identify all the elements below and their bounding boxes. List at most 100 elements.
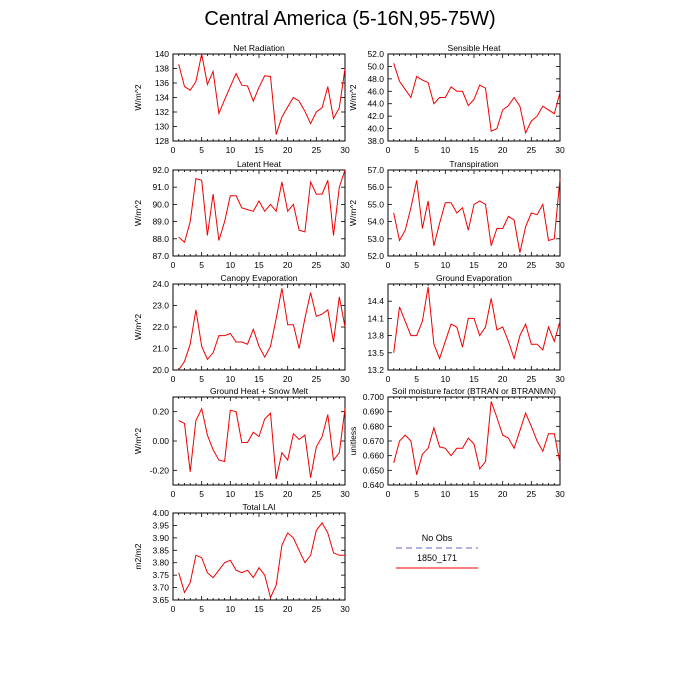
x-tick-label: 5: [199, 374, 204, 384]
x-tick-label: 0: [171, 145, 176, 155]
panel-title: Ground Heat + Snow Melt: [210, 386, 309, 396]
x-tick-label: 5: [199, 489, 204, 499]
x-tick-label: 30: [340, 145, 350, 155]
y-tick-label: 87.0: [152, 251, 169, 261]
y-tick-label: 3.70: [152, 583, 169, 593]
x-tick-label: 5: [414, 145, 419, 155]
series-line: [393, 178, 561, 253]
y-tick-label: 0.660: [363, 451, 385, 461]
panel-7: 0 5 10 15 20 25 30 0.640 0.650 0.660 0.670 0.680 0.6…: [348, 386, 565, 499]
x-tick-label: 5: [414, 260, 419, 270]
series-line: [178, 288, 346, 371]
x-tick-label: 10: [441, 145, 451, 155]
y-tick-label: 13.5: [367, 348, 384, 358]
panel-4: 0 5 10 15 20 25 30 20.0 21.0 22.0 23.0 24.0 Canopy E…: [133, 273, 350, 384]
x-tick-label: 10: [226, 604, 236, 614]
y-axis-label: unitless: [348, 427, 358, 456]
y-tick-label: 46.0: [367, 86, 384, 96]
y-tick-label: 0.700: [363, 392, 385, 402]
y-tick-label: 0.670: [363, 436, 385, 446]
x-tick-label: 15: [254, 489, 264, 499]
x-tick-label: 10: [226, 489, 236, 499]
panel-title: Latent Heat: [237, 159, 282, 169]
x-tick-label: 25: [312, 489, 322, 499]
y-tick-label: 0.00: [152, 436, 169, 446]
x-tick-label: 0: [386, 374, 391, 384]
series-line: [178, 522, 345, 599]
y-tick-label: 14.1: [367, 313, 384, 323]
x-tick-label: 0: [386, 489, 391, 499]
x-tick-label: 25: [312, 604, 322, 614]
panel-frame: [387, 283, 561, 371]
y-tick-label: 40.0: [367, 124, 384, 134]
x-tick-label: 25: [527, 374, 537, 384]
x-tick-label: 20: [283, 374, 293, 384]
series-line: [393, 286, 561, 361]
y-tick-label: 130: [155, 122, 169, 132]
panel-frame: [387, 53, 561, 142]
y-tick-label: 3.85: [152, 545, 169, 555]
x-tick-label: 0: [171, 604, 176, 614]
y-tick-label: 53.0: [367, 234, 384, 244]
x-tick-label: 15: [469, 145, 479, 155]
panel-title: Net Radiation: [233, 43, 285, 53]
x-tick-label: 25: [312, 145, 322, 155]
y-tick-label: 22.0: [152, 322, 169, 332]
legend-label: 1850_171: [417, 553, 457, 563]
x-tick-label: 10: [226, 260, 236, 270]
x-tick-label: 0: [171, 489, 176, 499]
y-tick-label: 13.8: [367, 331, 384, 341]
y-tick-label: 0.650: [363, 465, 385, 475]
y-tick-label: 52.0: [367, 251, 384, 261]
y-tick-label: 0.690: [363, 407, 385, 417]
y-tick-label: 21.0: [152, 344, 169, 354]
panel-title: Ground Evaporation: [436, 273, 512, 283]
y-axis-label: W/m^2: [133, 314, 143, 340]
y-tick-label: 140: [155, 49, 169, 59]
y-tick-label: 20.0: [152, 365, 169, 375]
x-tick-label: 20: [498, 489, 508, 499]
y-axis-label: W/m^2: [348, 200, 358, 226]
y-tick-label: 42.0: [367, 111, 384, 121]
x-tick-label: 5: [199, 260, 204, 270]
panel-frame: [387, 396, 561, 486]
y-tick-label: 57.0: [367, 165, 384, 175]
x-tick-label: 30: [340, 489, 350, 499]
x-tick-label: 15: [254, 145, 264, 155]
y-axis-label: W/m^2: [133, 200, 143, 226]
y-tick-label: 14.4: [367, 296, 384, 306]
panel-frame: [172, 169, 346, 257]
panel-title: Total LAI: [242, 502, 275, 512]
y-tick-label: 4.00: [152, 508, 169, 518]
x-tick-label: 15: [254, 604, 264, 614]
panel-title: Sensible Heat: [448, 43, 502, 53]
x-tick-label: 20: [498, 374, 508, 384]
panel-title: Canopy Evaporation: [220, 273, 297, 283]
y-tick-label: 134: [155, 93, 169, 103]
y-tick-label: 138: [155, 64, 169, 74]
y-tick-label: 56.0: [367, 182, 384, 192]
y-tick-label: 52.0: [367, 49, 384, 59]
y-tick-label: 50.0: [367, 61, 384, 71]
x-tick-label: 30: [340, 374, 350, 384]
y-tick-label: 3.75: [152, 570, 169, 580]
y-axis-label: W/m^2: [348, 84, 358, 110]
panel-1: 0 5 10 15 20 25 30 38.0 40.0 42.0 44.0 46.0 48.0 50.0…: [348, 43, 565, 155]
y-tick-label: 54.0: [367, 217, 384, 227]
y-tick-label: 44.0: [367, 99, 384, 109]
x-tick-label: 10: [441, 374, 451, 384]
y-tick-label: 38.0: [367, 136, 384, 146]
x-tick-label: 30: [555, 260, 565, 270]
x-tick-label: 15: [469, 489, 479, 499]
y-tick-label: -0.20: [150, 465, 170, 475]
panel-title: Transpiration: [449, 159, 499, 169]
x-tick-label: 20: [283, 489, 293, 499]
x-tick-label: 25: [527, 260, 537, 270]
y-tick-label: 90.0: [152, 199, 169, 209]
figure-title: Central America (5-16N,95-75W): [204, 8, 496, 30]
x-tick-label: 5: [414, 489, 419, 499]
y-axis-label: W/m^2: [133, 84, 143, 110]
y-tick-label: 128: [155, 136, 169, 146]
y-tick-label: 88.0: [152, 234, 169, 244]
